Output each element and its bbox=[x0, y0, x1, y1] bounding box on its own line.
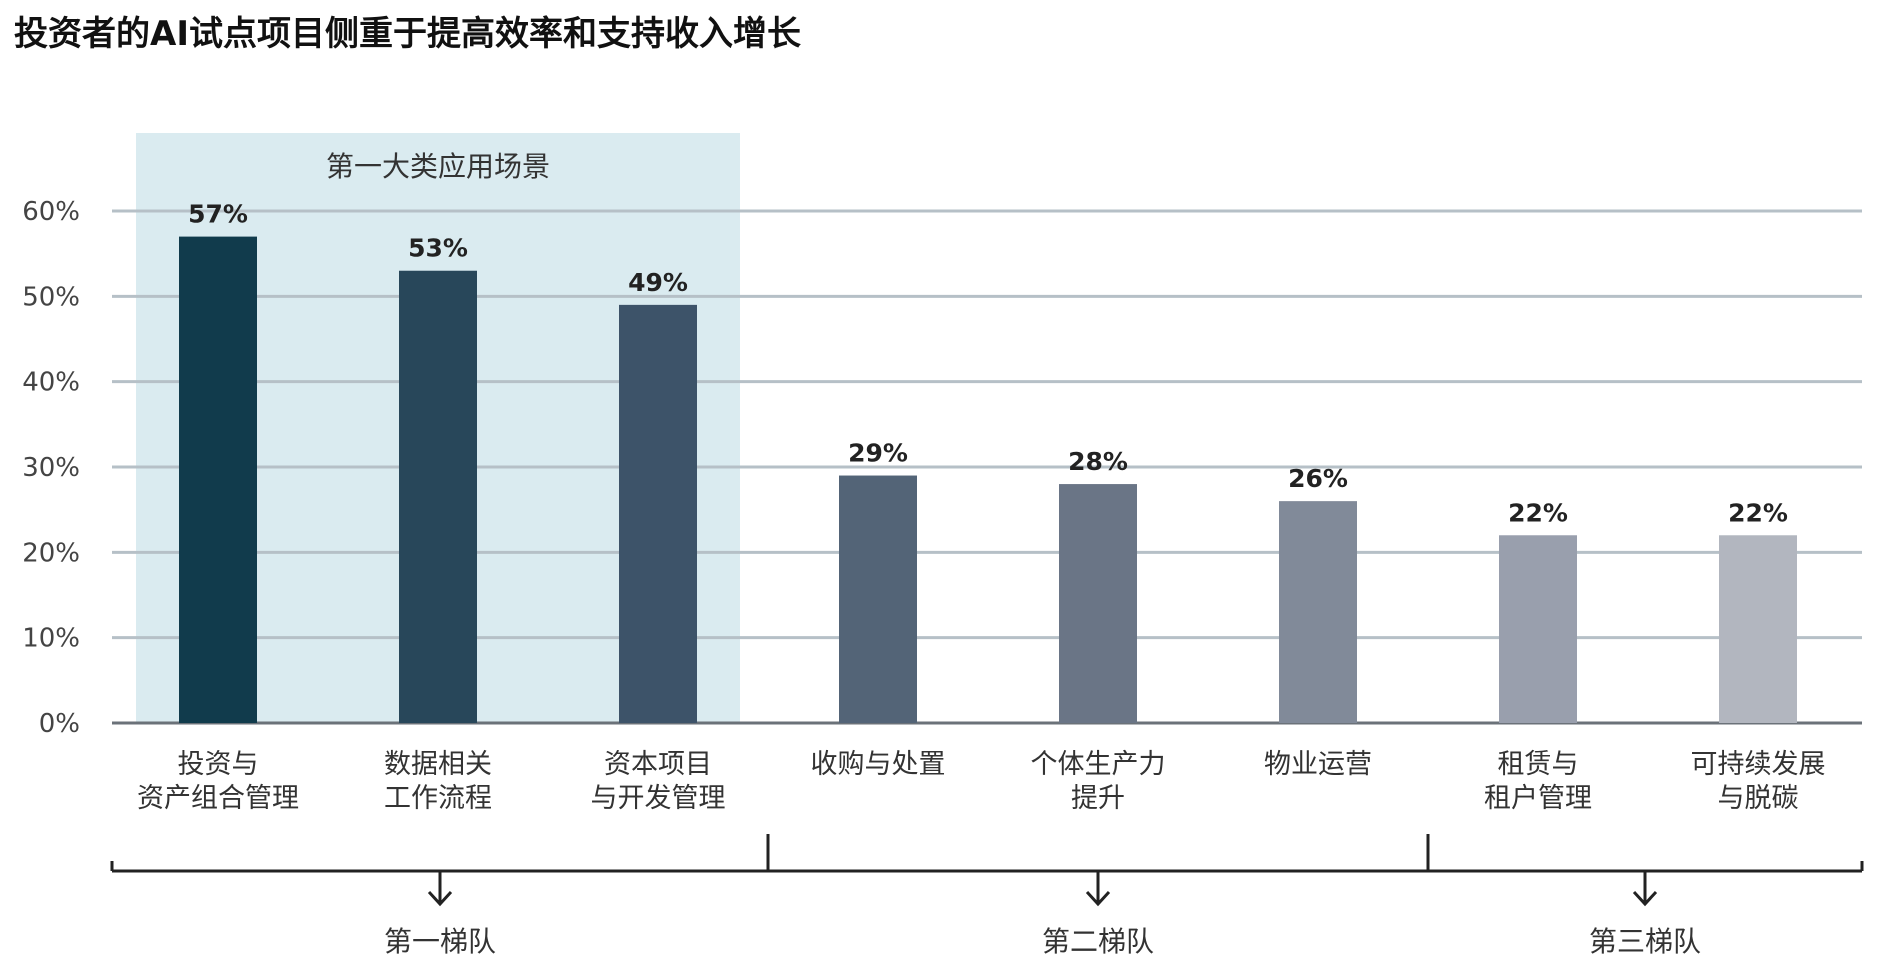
bar bbox=[619, 304, 697, 723]
highlight-band-label: 第一大类应用场景 bbox=[326, 150, 550, 183]
category-label: 个体生产力提升 bbox=[1031, 749, 1166, 814]
bar bbox=[1279, 501, 1357, 723]
data-label: 29% bbox=[848, 439, 908, 468]
category-label: 收购与处置 bbox=[811, 749, 946, 780]
y-tick-label: 60% bbox=[22, 197, 80, 227]
bar bbox=[1719, 535, 1797, 723]
tier-label: 第一梯队 bbox=[384, 925, 496, 958]
down-arrow-icon bbox=[1632, 890, 1658, 907]
data-label: 53% bbox=[408, 234, 468, 263]
y-tick-label: 30% bbox=[22, 453, 80, 483]
category-label: 物业运营 bbox=[1264, 749, 1372, 780]
tier-label: 第三梯队 bbox=[1589, 925, 1701, 958]
data-label: 22% bbox=[1728, 498, 1788, 527]
bar bbox=[1059, 484, 1137, 723]
data-label: 57% bbox=[188, 200, 248, 229]
data-label: 28% bbox=[1068, 447, 1128, 476]
data-label: 22% bbox=[1508, 498, 1568, 527]
down-arrow-icon bbox=[1085, 890, 1111, 907]
category-label: 租赁与租户管理 bbox=[1484, 749, 1592, 814]
down-arrow-icon bbox=[427, 890, 453, 907]
bar bbox=[839, 475, 917, 723]
chart-title: 投资者的AI试点项目侧重于提高效率和支持收入增长 bbox=[14, 14, 801, 54]
category-label: 投资与资产组合管理 bbox=[137, 749, 299, 814]
y-tick-label: 10% bbox=[22, 624, 80, 654]
category-label: 资本项目与开发管理 bbox=[591, 749, 726, 814]
y-tick-label: 40% bbox=[22, 368, 80, 398]
tier-label: 第二梯队 bbox=[1042, 925, 1154, 958]
y-tick-label: 50% bbox=[22, 282, 80, 312]
data-label: 26% bbox=[1288, 464, 1348, 493]
data-label: 49% bbox=[628, 268, 688, 297]
y-tick-label: 0% bbox=[39, 709, 80, 739]
category-label: 数据相关工作流程 bbox=[384, 749, 492, 814]
y-tick-label: 20% bbox=[22, 538, 80, 568]
bar bbox=[179, 236, 257, 723]
bar bbox=[1499, 535, 1577, 723]
bar bbox=[399, 270, 477, 723]
category-label: 可持续发展与脱碳 bbox=[1691, 749, 1826, 814]
